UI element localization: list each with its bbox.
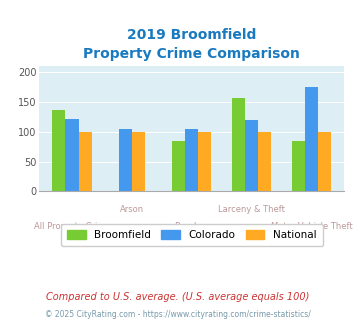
Bar — [52, 110, 65, 191]
Text: All Property Crime: All Property Crime — [34, 222, 110, 231]
Bar — [119, 129, 132, 191]
Bar — [245, 120, 258, 191]
Bar — [292, 141, 305, 191]
Bar — [65, 118, 78, 191]
Bar — [318, 132, 331, 191]
Bar — [305, 87, 318, 191]
Text: © 2025 CityRating.com - https://www.cityrating.com/crime-statistics/: © 2025 CityRating.com - https://www.city… — [45, 310, 310, 319]
Bar — [185, 129, 198, 191]
Text: Arson: Arson — [120, 205, 144, 214]
Bar — [232, 98, 245, 191]
Text: Burglary: Burglary — [174, 222, 210, 231]
Text: Compared to U.S. average. (U.S. average equals 100): Compared to U.S. average. (U.S. average … — [46, 292, 309, 302]
Bar — [172, 141, 185, 191]
Legend: Broomfield, Colorado, National: Broomfield, Colorado, National — [61, 224, 323, 247]
Text: Larceny & Theft: Larceny & Theft — [218, 205, 285, 214]
Bar — [78, 132, 92, 191]
Title: 2019 Broomfield
Property Crime Comparison: 2019 Broomfield Property Crime Compariso… — [83, 28, 300, 61]
Text: Motor Vehicle Theft: Motor Vehicle Theft — [271, 222, 352, 231]
Bar — [198, 132, 212, 191]
Bar — [258, 132, 271, 191]
Bar — [132, 132, 145, 191]
